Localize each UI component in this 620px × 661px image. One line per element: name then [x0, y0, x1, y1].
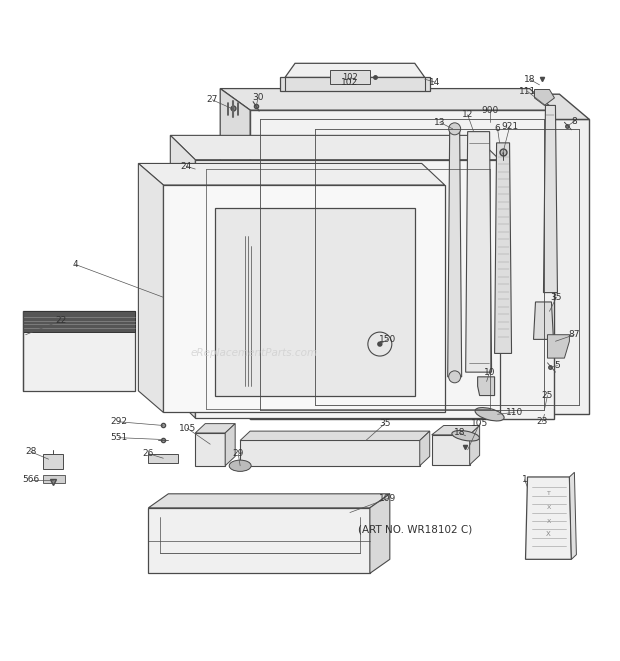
Polygon shape — [495, 143, 512, 354]
Text: 87: 87 — [569, 330, 580, 339]
Circle shape — [449, 123, 461, 135]
Text: 1: 1 — [521, 475, 528, 485]
Text: 111: 111 — [519, 87, 536, 96]
Text: 10: 10 — [484, 368, 495, 377]
Text: 4: 4 — [73, 260, 78, 269]
Text: 18: 18 — [524, 75, 535, 84]
Polygon shape — [195, 160, 500, 418]
Bar — [23, 311, 135, 332]
Text: 105: 105 — [179, 424, 196, 433]
Bar — [43, 475, 64, 483]
Polygon shape — [370, 494, 390, 573]
Text: 28: 28 — [25, 447, 37, 456]
Polygon shape — [547, 334, 569, 358]
Text: 551: 551 — [110, 433, 127, 442]
Text: 30: 30 — [252, 93, 264, 102]
Circle shape — [449, 371, 461, 383]
Ellipse shape — [452, 430, 479, 441]
Polygon shape — [534, 89, 554, 105]
Ellipse shape — [229, 460, 251, 471]
Polygon shape — [265, 94, 305, 414]
Polygon shape — [138, 163, 445, 185]
Polygon shape — [170, 136, 195, 418]
Text: (ART NO. WR18102 C): (ART NO. WR18102 C) — [358, 524, 472, 534]
Text: 102: 102 — [342, 77, 358, 87]
Text: 25: 25 — [542, 391, 553, 400]
Text: 5: 5 — [554, 361, 560, 370]
Text: T: T — [546, 491, 551, 496]
Text: 105: 105 — [471, 419, 488, 428]
Polygon shape — [265, 94, 590, 120]
Polygon shape — [240, 440, 420, 466]
Text: 22: 22 — [55, 316, 66, 325]
Polygon shape — [43, 453, 63, 469]
Text: 13: 13 — [434, 118, 445, 127]
Polygon shape — [250, 110, 554, 419]
Text: 18: 18 — [454, 428, 466, 438]
Text: 102: 102 — [342, 73, 358, 82]
Polygon shape — [220, 89, 250, 419]
Polygon shape — [569, 473, 577, 559]
Circle shape — [378, 342, 382, 346]
Polygon shape — [138, 163, 163, 412]
Bar — [330, 70, 370, 84]
Ellipse shape — [229, 460, 251, 471]
Text: 26: 26 — [143, 449, 154, 458]
Text: X: X — [546, 520, 551, 524]
Text: X: X — [546, 506, 551, 510]
Polygon shape — [285, 63, 425, 77]
Polygon shape — [280, 77, 430, 91]
Polygon shape — [526, 477, 572, 559]
Text: 12: 12 — [462, 110, 473, 119]
Text: 292: 292 — [110, 417, 127, 426]
Text: 24: 24 — [180, 162, 192, 171]
Text: X: X — [546, 531, 551, 537]
Polygon shape — [225, 424, 235, 466]
Polygon shape — [544, 105, 557, 293]
Text: 566: 566 — [22, 475, 39, 485]
Polygon shape — [469, 426, 480, 465]
Polygon shape — [432, 435, 469, 465]
Polygon shape — [195, 433, 225, 466]
Polygon shape — [240, 431, 430, 440]
Polygon shape — [432, 426, 480, 435]
Text: 6: 6 — [495, 124, 500, 134]
Polygon shape — [466, 132, 492, 372]
Text: 110: 110 — [506, 408, 523, 417]
Polygon shape — [448, 129, 462, 377]
Polygon shape — [170, 136, 500, 160]
Polygon shape — [148, 494, 390, 508]
Polygon shape — [163, 185, 445, 412]
Ellipse shape — [475, 408, 504, 421]
Polygon shape — [305, 120, 590, 414]
Polygon shape — [148, 508, 370, 573]
Polygon shape — [477, 377, 495, 395]
Polygon shape — [220, 89, 554, 110]
Polygon shape — [148, 453, 179, 463]
Text: 150: 150 — [379, 335, 396, 344]
Text: 14: 14 — [429, 77, 440, 87]
Polygon shape — [195, 424, 235, 433]
Text: 109: 109 — [379, 494, 396, 503]
Text: 23: 23 — [537, 417, 548, 426]
Polygon shape — [533, 302, 554, 339]
Text: 27: 27 — [206, 95, 218, 104]
Text: 35: 35 — [551, 293, 562, 302]
Polygon shape — [215, 208, 415, 395]
Text: 8: 8 — [572, 117, 577, 126]
Text: 900: 900 — [481, 106, 498, 114]
Text: eReplacementParts.com: eReplacementParts.com — [191, 348, 318, 358]
Text: 921: 921 — [501, 122, 518, 132]
Text: 35: 35 — [379, 419, 391, 428]
Text: 29: 29 — [232, 449, 244, 458]
Polygon shape — [23, 311, 135, 391]
Polygon shape — [420, 431, 430, 466]
